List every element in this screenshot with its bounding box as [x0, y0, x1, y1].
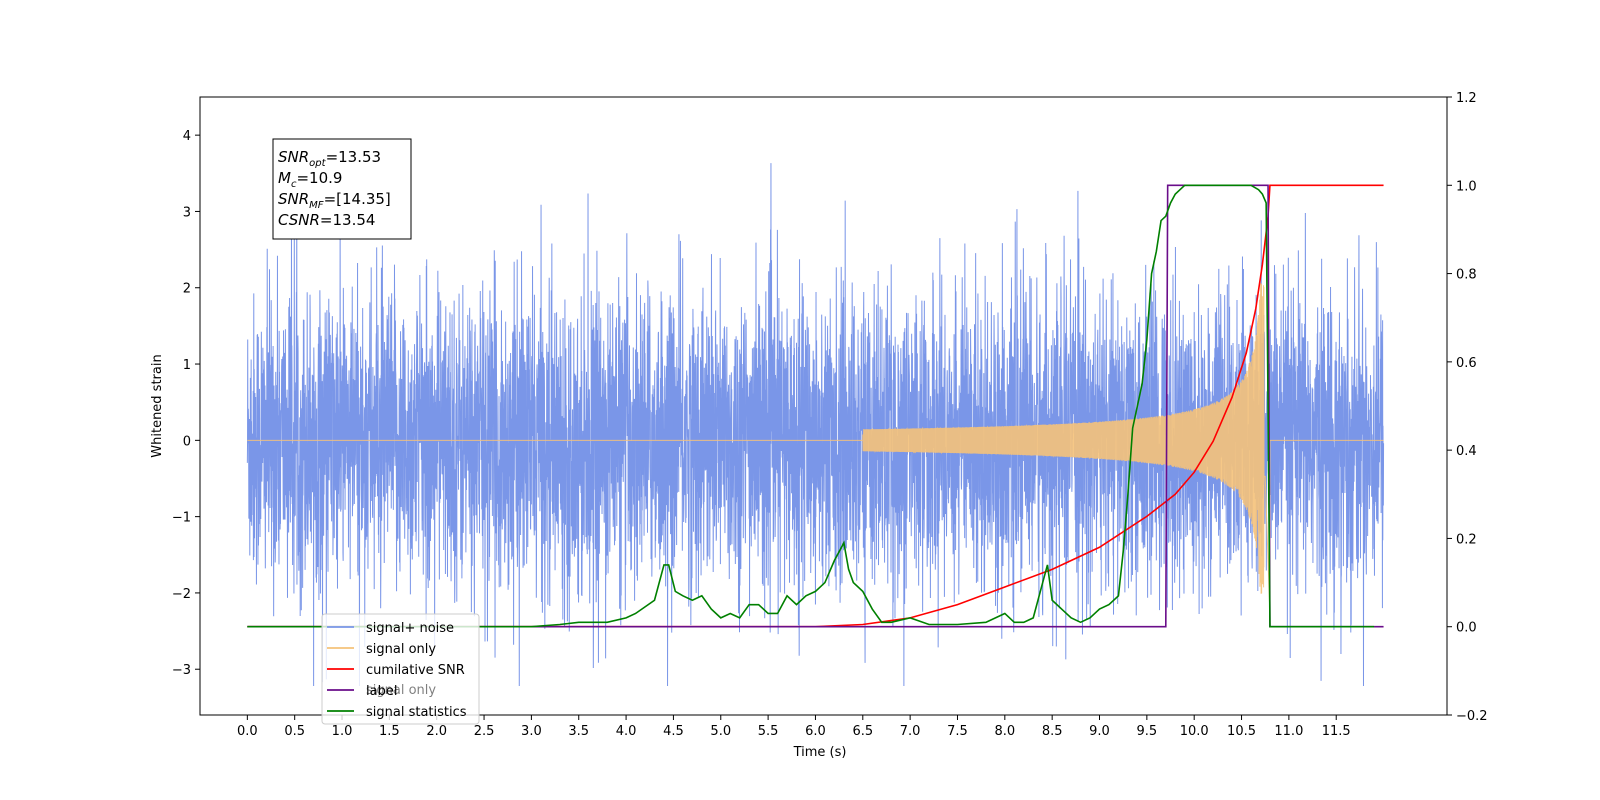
- x-tick-label: 3.5: [568, 724, 589, 739]
- x-tick-label: 10.5: [1227, 724, 1256, 739]
- right-y-tick-label: 0.8: [1456, 268, 1477, 283]
- series-signal-statistics-line: [247, 184, 1375, 628]
- right-y-tick-label: 0.4: [1456, 444, 1477, 459]
- x-tick-label: 0.0: [237, 724, 258, 739]
- x-tick-label: 9.5: [1137, 724, 1158, 739]
- right-y-axis: −0.2 0.0 0.2 0.4 0.6 0.8 1.0 1.2: [1447, 91, 1488, 724]
- left-y-tick-label: −1: [172, 511, 191, 526]
- left-y-tick-label: 4: [183, 129, 191, 144]
- x-tick-label: 3.0: [521, 724, 542, 739]
- legend-frame: [321, 613, 480, 725]
- plot-series: [246, 163, 1385, 687]
- x-tick-label: 4.0: [616, 724, 637, 739]
- annotation-line: SNRopt=13.53: [278, 148, 381, 169]
- right-y-tick-label: 1.0: [1456, 179, 1477, 194]
- left-y-tick-label: 0: [183, 434, 191, 449]
- annotation-subscript: MF: [309, 200, 324, 211]
- left-y-tick-label: −3: [172, 663, 191, 678]
- right-y-tick-label: 0.2: [1456, 532, 1477, 547]
- legend-entry-label: signal+ noise: [366, 621, 454, 636]
- annotation-subscript: opt: [309, 158, 326, 169]
- right-y-tick-label: 0.0: [1456, 621, 1477, 636]
- annotation-value: =13.53: [326, 148, 382, 166]
- right-y-tick-label: 0.6: [1456, 356, 1477, 371]
- x-tick-label: 2.5: [474, 724, 495, 739]
- x-tick-label: 6.0: [805, 724, 826, 739]
- snr-annotation-box: SNRopt=13.53Mc=10.9SNRMF=[14.35]CSNR=13.…: [272, 138, 412, 240]
- left-y-axis: −3 −2 −1 0 1 2 3 4: [172, 129, 200, 678]
- x-axis: 0.0 0.5 1.0 1.5 2.0 2.5 3.0 3.5 4.0 4.5 5.0 5.5 6.0 6…: [237, 715, 1351, 739]
- x-tick-label: 9.0: [1089, 724, 1110, 739]
- annotation-value: =10.9: [296, 169, 342, 187]
- left-y-tick-label: 1: [183, 358, 191, 373]
- y-axis-label: Whitened strain: [150, 354, 165, 457]
- x-tick-label: 5.0: [710, 724, 731, 739]
- x-tick-label: 10.0: [1180, 724, 1209, 739]
- series-signal-noise-line: [246, 163, 1385, 687]
- annotation-subscript: c: [291, 179, 297, 190]
- x-tick-label: 2.0: [426, 724, 447, 739]
- x-tick-label: 11.5: [1322, 724, 1351, 739]
- annotation-symbol: CSNR: [278, 211, 320, 229]
- legend-entry-label: signal statistics: [366, 705, 467, 720]
- x-tick-label: 5.5: [758, 724, 779, 739]
- ghost-legend-text: signal only: [366, 683, 436, 698]
- x-tick-label: 8.5: [1042, 724, 1063, 739]
- legend: signal only signal+ noise signal only cumil…: [321, 613, 480, 725]
- x-tick-label: 7.5: [947, 724, 968, 739]
- annotation-value: =[14.35]: [324, 190, 391, 208]
- annotation-symbol: M: [278, 169, 291, 187]
- x-tick-label: 1.5: [379, 724, 400, 739]
- left-y-tick-label: 3: [183, 205, 191, 220]
- x-tick-label: 4.5: [663, 724, 684, 739]
- annotation-frame: [272, 138, 412, 240]
- right-y-tick-label: 1.2: [1456, 91, 1477, 106]
- legend-entry-label: label: [366, 684, 397, 699]
- legend-entry-label: cumilative SNR: [366, 663, 465, 678]
- x-tick-label: 8.0: [994, 724, 1015, 739]
- x-tick-label: 11.0: [1274, 724, 1303, 739]
- x-tick-label: 0.5: [284, 724, 305, 739]
- annotation-symbol: SNR: [278, 148, 309, 166]
- annotation-line: SNRMF=[14.35]: [278, 190, 391, 211]
- annotation-line: CSNR=13.54: [278, 211, 375, 229]
- left-y-tick-label: 2: [183, 282, 191, 297]
- x-tick-label: 7.0: [900, 724, 921, 739]
- x-axis-label: Time (s): [793, 745, 847, 760]
- legend-entry-label: signal only: [366, 642, 436, 657]
- series-signal-only-line: [247, 282, 1384, 616]
- annotation-value: =13.54: [320, 211, 376, 229]
- annotation-symbol: SNR: [278, 190, 309, 208]
- left-y-tick-label: −2: [172, 587, 191, 602]
- x-tick-label: 6.5: [852, 724, 873, 739]
- plot-frame: [199, 96, 1448, 716]
- annotation-line: Mc=10.9: [278, 169, 342, 190]
- right-y-tick-label: −0.2: [1456, 709, 1488, 724]
- x-tick-label: 1.0: [332, 724, 353, 739]
